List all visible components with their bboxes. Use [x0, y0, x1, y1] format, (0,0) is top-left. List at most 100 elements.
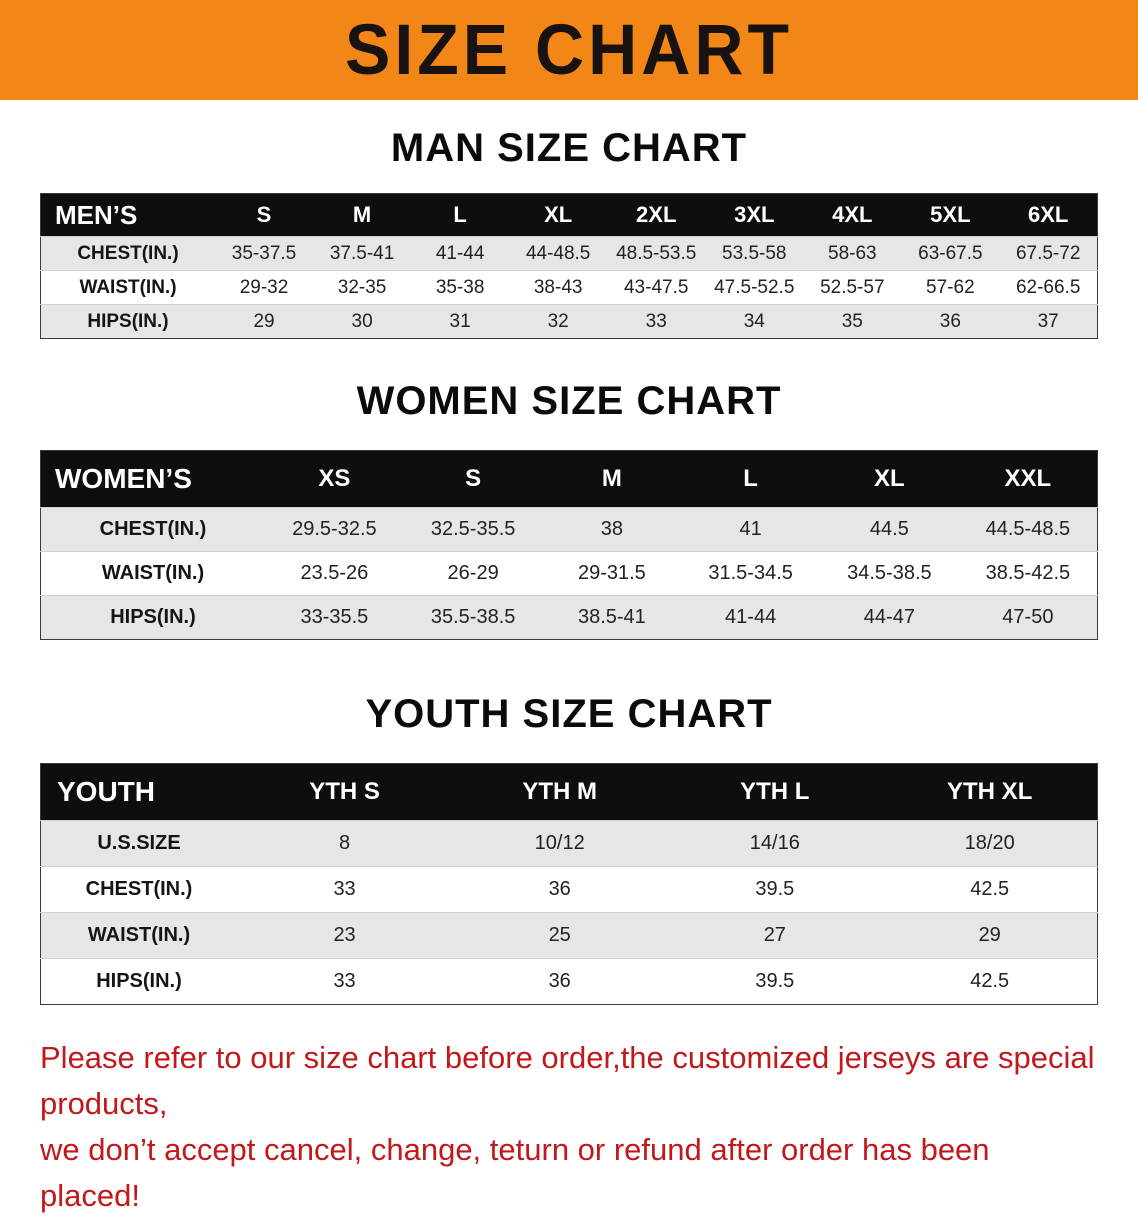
youth-size-chart-heading: YOUTH SIZE CHART: [365, 692, 773, 736]
size-value-cell: 36: [548, 970, 571, 992]
size-value-cell: 29-31.5: [577, 562, 646, 584]
size-column-header: 5XL: [901, 193, 1000, 237]
size-value-cell: 47-50: [1002, 606, 1054, 628]
size-value-cell: 30: [351, 310, 373, 332]
measurement-row: HIPS(IN.) 33-35.5 35.5-38.5 38.5-41 41-44 44-…: [40, 595, 1098, 640]
size-value-cell: 32.5-35.5: [430, 518, 516, 540]
size-value-cell: 18/20: [964, 832, 1015, 854]
size-value-cell: 33: [645, 310, 667, 332]
size-value-cell: 23.5-26: [300, 562, 369, 584]
size-value-cell: 26-29: [447, 562, 499, 584]
size-column-header: 4XL: [803, 193, 902, 237]
size-value-cell: 31.5-34.5: [708, 562, 793, 584]
measurement-row: CHEST(IN.) 29.5-32.5 32.5-35.5 38 41 44.5 44.5…: [40, 507, 1098, 552]
disclaimer: Please refer to our size chart before or…: [40, 1035, 1098, 1219]
size-value-cell: 35-38: [435, 276, 485, 298]
measurement-row: HIPS(IN.) 29 30 31 32 33 34 35 36 37: [40, 304, 1098, 339]
measurement-row: WAIST(IN.) 23.5-26 26-29 29-31.5 31.5-34.5 34…: [40, 551, 1098, 596]
size-column-header: XXL: [958, 450, 1098, 508]
disclaimer-line-1: Please refer to our size chart before or…: [40, 1040, 1095, 1121]
table-title-cell: YOUTH: [40, 763, 237, 821]
size-value-cell: 63-67.5: [918, 242, 983, 264]
row-label: HIPS(IN.): [87, 310, 169, 332]
size-value-cell: 39.5: [755, 970, 795, 992]
size-value-cell: 38.5-41: [577, 606, 646, 628]
size-column-header: YTH S: [237, 763, 453, 821]
row-label: HIPS(IN.): [110, 606, 196, 628]
size-value-cell: 41-44: [435, 242, 485, 264]
measurement-row: CHEST(IN.) 35-37.5 37.5-41 41-44 44-48.5 48.5…: [40, 236, 1098, 271]
table-title-cell: MEN’S: [40, 193, 215, 237]
size-value-cell: 57-62: [926, 276, 975, 298]
size-value-cell: 41-44: [725, 606, 777, 628]
size-value-cell: 62-66.5: [1015, 276, 1081, 298]
size-column-header: L: [681, 450, 820, 508]
row-label: WAIST(IN.): [87, 924, 191, 946]
size-value-cell: 32: [547, 310, 569, 332]
size-value-cell: 36: [548, 878, 571, 900]
banner: SIZE CHART: [0, 0, 1138, 100]
measurement-row: U.S.SIZE 8 10/12 14/16 18/20: [40, 820, 1098, 867]
size-value-cell: 36: [939, 310, 961, 332]
disclaimer-line-2: we don’t accept cancel, change, teturn o…: [40, 1131, 990, 1213]
size-value-cell: 35-37.5: [231, 242, 297, 264]
size-value-cell: 52.5-57: [820, 276, 885, 298]
size-column-header: M: [542, 450, 682, 508]
size-value-cell: 37: [1037, 310, 1059, 332]
size-value-cell: 38.5-42.5: [985, 562, 1071, 584]
size-column-header: XL: [509, 193, 608, 237]
row-label: CHEST(IN.): [77, 242, 179, 264]
size-value-cell: 25: [548, 924, 571, 946]
banner-title: SIZE CHART: [345, 10, 793, 90]
size-value-cell: 29-32: [239, 276, 289, 298]
size-value-cell: 31: [449, 310, 471, 332]
size-value-cell: 29: [978, 924, 1001, 946]
size-value-cell: 8: [339, 832, 351, 854]
size-value-cell: 41: [739, 518, 762, 540]
size-value-cell: 38: [600, 518, 623, 540]
size-value-cell: 34: [743, 310, 765, 332]
women-size-chart-section: WOMEN SIZE CHART WOMEN’S XS S M L XL XXL CHEST(…: [0, 379, 1138, 640]
size-column-header: YTH XL: [882, 763, 1098, 821]
womens-size-table: WOMEN’S XS S M L XL XXL CHEST(IN.) 29.5-32.5 32.5…: [40, 450, 1098, 640]
size-value-cell: 29: [253, 310, 275, 332]
size-value-cell: 42.5: [970, 878, 1010, 900]
size-column-header: M: [313, 193, 412, 237]
size-value-cell: 35.5-38.5: [430, 606, 516, 628]
table-header-row: WOMEN’S XS S M L XL XXL: [40, 450, 1098, 508]
size-value-cell: 27: [763, 924, 786, 946]
size-value-cell: 48.5-53.5: [616, 242, 697, 264]
table-header-row: MEN’S S M L XL 2XL 3XL 4XL 5XL 6XL: [40, 193, 1098, 237]
table-title-cell: WOMEN’S: [40, 450, 265, 508]
size-value-cell: 33: [333, 878, 356, 900]
row-label: U.S.SIZE: [97, 832, 181, 854]
size-value-cell: 29.5-32.5: [292, 518, 377, 540]
size-column-header: XL: [820, 450, 959, 508]
size-value-cell: 37.5-41: [329, 242, 395, 264]
size-value-cell: 42.5: [970, 970, 1010, 992]
size-value-cell: 14/16: [749, 832, 800, 854]
size-value-cell: 44-47: [863, 606, 915, 628]
measurement-row: WAIST(IN.) 23 25 27 29: [40, 912, 1098, 959]
size-column-header: L: [411, 193, 510, 237]
size-column-header: 6XL: [999, 193, 1098, 237]
size-value-cell: 33-35.5: [300, 606, 369, 628]
size-column-header: YTH M: [452, 763, 668, 821]
size-value-cell: 10/12: [534, 832, 585, 854]
size-value-cell: 35: [841, 310, 863, 332]
size-value-cell: 44.5: [869, 518, 909, 540]
measurement-row: HIPS(IN.) 33 36 39.5 42.5: [40, 958, 1098, 1005]
row-label: WAIST(IN.): [101, 562, 205, 584]
size-value-cell: 38-43: [533, 276, 583, 298]
size-value-cell: 44.5-48.5: [985, 518, 1071, 540]
size-value-cell: 23: [333, 924, 356, 946]
measurement-row: WAIST(IN.) 29-32 32-35 35-38 38-43 43-47.5 47.…: [40, 270, 1098, 305]
size-column-header: YTH L: [667, 763, 883, 821]
size-value-cell: 34.5-38.5: [847, 562, 932, 584]
youth-size-chart-section: YOUTH SIZE CHART YOUTH YTH S YTH M YTH L YTH…: [0, 692, 1138, 1005]
size-value-cell: 47.5-52.5: [714, 276, 795, 298]
row-label: HIPS(IN.): [96, 970, 182, 992]
women-size-chart-heading: WOMEN SIZE CHART: [356, 379, 782, 423]
row-label: CHEST(IN.): [99, 518, 207, 540]
row-label: WAIST(IN.): [79, 276, 177, 298]
